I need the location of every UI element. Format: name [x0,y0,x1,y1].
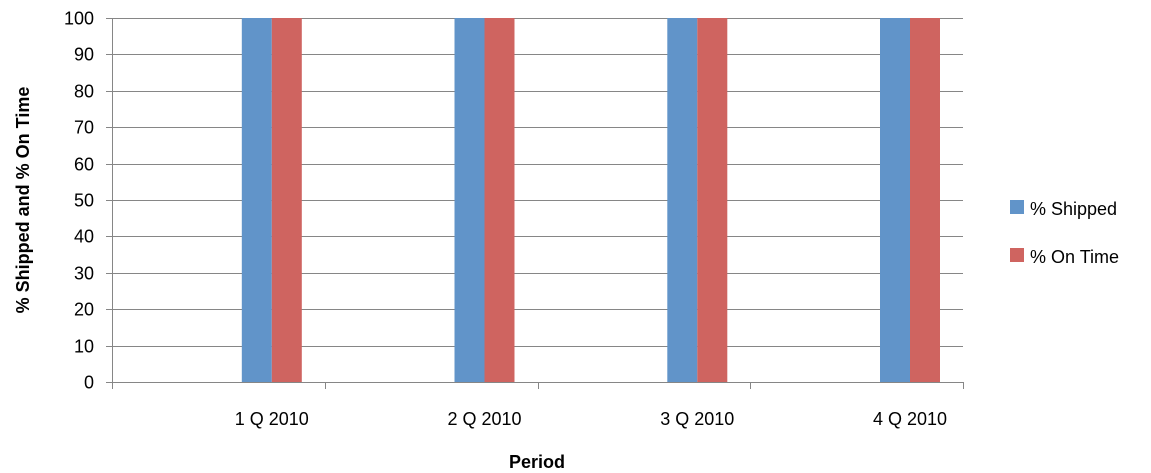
bars [241,18,940,382]
y-tick-label: 100 [64,9,94,29]
bar [271,18,302,382]
bar [697,18,728,382]
bar [880,18,910,382]
bar [454,18,485,382]
x-axis-title: Period [509,452,565,472]
axes [106,18,964,389]
legend-swatch [1010,200,1024,214]
y-tick-label: 10 [74,337,94,357]
gridlines [112,18,963,347]
y-tick-label: 60 [74,155,94,175]
x-tick-labels: 1 Q 2010 2 Q 2010 3 Q 2010 4 Q 2010 [235,409,947,429]
bar [241,18,272,382]
bar [484,18,515,382]
y-tick-label: 70 [74,118,94,138]
legend-label: % On Time [1030,247,1119,267]
bar [667,18,698,382]
y-axis-title: % Shipped and % On Time [13,87,33,314]
y-tick-labels: 0 10 20 30 40 50 60 70 80 90 100 [64,9,94,393]
x-tick-label: 1 Q 2010 [235,409,309,429]
y-tick-label: 0 [84,373,94,393]
legend: % Shipped % On Time [1010,199,1119,267]
legend-label: % Shipped [1030,199,1117,219]
bar [910,18,940,382]
y-tick-label: 90 [74,45,94,65]
y-tick-label: 50 [74,191,94,211]
legend-swatch [1010,248,1024,262]
y-tick-label: 20 [74,300,94,320]
x-tick-label: 3 Q 2010 [660,409,734,429]
y-tick-label: 30 [74,264,94,284]
y-tick-label: 40 [74,227,94,247]
y-tick-label: 80 [74,82,94,102]
x-tick-label: 4 Q 2010 [873,409,947,429]
x-tick-label: 2 Q 2010 [447,409,521,429]
